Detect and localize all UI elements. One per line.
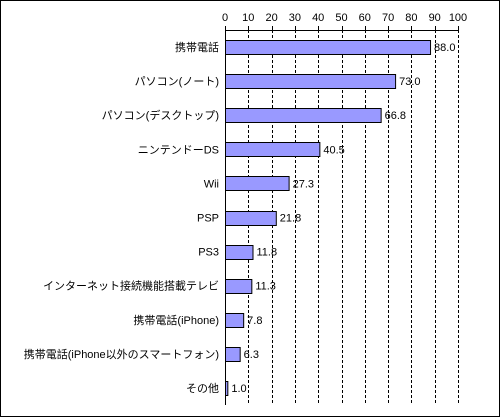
x-tick-label: 30	[289, 12, 301, 24]
category-label: PSP	[197, 213, 219, 225]
value-label: 88.0	[434, 42, 455, 54]
bars	[225, 40, 432, 396]
bar	[225, 40, 432, 55]
category-label: 携帯電話	[175, 40, 219, 54]
x-tick-label: 10	[242, 12, 254, 24]
grid-lines	[248, 30, 459, 405]
value-label: 21.8	[280, 213, 301, 225]
x-tick-label: 20	[265, 12, 277, 24]
x-tick-label: 40	[312, 12, 324, 24]
value-labels: 88.0 73.0 66.8 40.5 27.3 21.8 11.8 11.3 7.8 6.3 1.…	[231, 42, 455, 395]
category-label: Wii	[204, 178, 219, 190]
bar	[225, 347, 241, 362]
bar	[225, 176, 290, 191]
bar	[225, 245, 254, 260]
value-label: 40.5	[323, 144, 344, 156]
value-label: 6.3	[244, 349, 259, 361]
bar	[225, 142, 321, 157]
value-label: 7.8	[247, 315, 262, 327]
category-label: 携帯電話(iPhone以外のスマートフォン)	[24, 347, 219, 361]
bar	[225, 108, 382, 123]
x-tick-label: 50	[335, 12, 347, 24]
value-label: 27.3	[293, 178, 314, 190]
x-tick-label: 80	[405, 12, 417, 24]
category-label: 携帯電話(iPhone)	[133, 313, 219, 327]
value-label: 11.3	[255, 281, 276, 293]
bar	[225, 74, 397, 89]
bar	[225, 313, 245, 328]
value-label: 11.8	[256, 247, 277, 259]
category-label: インターネット接続機能搭載テレビ	[43, 279, 219, 293]
category-label: ニンテンドーDS	[138, 144, 219, 156]
axes	[225, 30, 459, 405]
value-label: 66.8	[385, 110, 406, 122]
x-tick-label: 90	[429, 12, 441, 24]
value-label: 73.0	[399, 76, 420, 88]
bar	[225, 279, 253, 294]
category-label: パソコン(デスクトップ)	[102, 108, 219, 122]
value-label: 1.0	[231, 383, 246, 395]
x-tick-label: 0	[222, 12, 228, 24]
x-tick-label: 70	[382, 12, 394, 24]
x-tick-label: 100	[449, 12, 467, 24]
x-tick-label: 60	[359, 12, 371, 24]
bar	[225, 211, 277, 226]
category-label: パソコン(ノート)	[135, 75, 219, 88]
category-label: その他	[186, 382, 219, 395]
category-label: PS3	[198, 247, 219, 259]
x-axis-ticks: 0 10 20 30 40 50 60 70 80 90 100	[222, 12, 467, 30]
